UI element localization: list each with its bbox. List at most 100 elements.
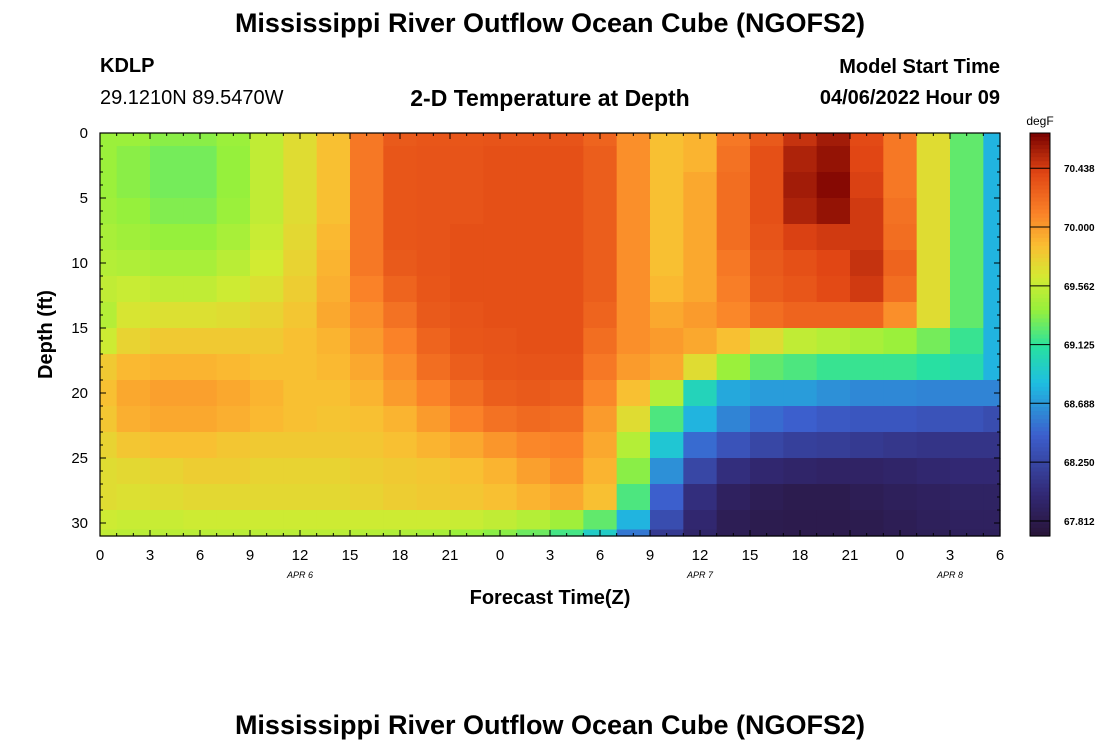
- heatmap-cell: [100, 328, 118, 355]
- heatmap-cell: [816, 133, 851, 147]
- heatmap-cell: [616, 302, 651, 329]
- heatmap-cell: [183, 250, 218, 277]
- colorbar-segment: [1030, 338, 1050, 344]
- heatmap-cell: [550, 146, 584, 173]
- heatmap-cell: [150, 250, 184, 277]
- heatmap-cell: [316, 510, 351, 531]
- heatmap-cell: [116, 133, 151, 147]
- colorbar-segment: [1030, 419, 1050, 424]
- colorbar-unit-label: degF: [1026, 114, 1053, 128]
- heatmap-cell: [783, 250, 818, 277]
- heatmap-cell: [250, 172, 284, 199]
- heatmap-cell: [316, 276, 351, 303]
- heatmap-cell: [750, 146, 784, 173]
- colorbar-segment: [1030, 370, 1050, 376]
- heatmap-cell: [650, 276, 684, 303]
- heatmap-cell: [950, 276, 984, 303]
- heatmap-cell: [750, 133, 784, 147]
- heatmap-cell: [783, 406, 818, 433]
- heatmap-cell: [916, 224, 951, 251]
- heatmap-cell: [550, 133, 584, 147]
- heatmap-cell: [650, 250, 684, 277]
- heatmap-cell: [550, 302, 584, 329]
- x-axis-label: Forecast Time(Z): [470, 587, 631, 609]
- heatmap-cell: [416, 406, 451, 433]
- colorbar-tick-label: 67.812: [1064, 517, 1095, 528]
- heatmap-cell: [183, 510, 218, 531]
- colorbar-segment: [1030, 306, 1050, 311]
- heatmap-cell: [783, 172, 818, 199]
- model-start-value: 04/06/2022 Hour 09: [819, 87, 1000, 109]
- heatmap-cell: [750, 302, 784, 329]
- heatmap-cell: [283, 458, 318, 485]
- heatmap-cell: [450, 432, 484, 459]
- heatmap-cell: [883, 354, 918, 381]
- heatmap-cell: [116, 172, 151, 199]
- colorbar-segment: [1030, 290, 1050, 295]
- x-tick-label: 0: [96, 547, 104, 564]
- heatmap-cell: [816, 432, 851, 459]
- heatmap-cell: [550, 510, 584, 531]
- heatmap-cell: [216, 276, 251, 303]
- heatmap-cell: [450, 380, 484, 407]
- heatmap-cell: [116, 250, 151, 277]
- heatmap-cell: [983, 484, 1001, 511]
- heatmap-cell: [383, 328, 418, 355]
- heatmap-cell: [650, 354, 684, 381]
- heatmap-cell: [583, 146, 618, 173]
- colorbar-segment: [1030, 193, 1050, 199]
- colorbar-segment: [1030, 366, 1050, 372]
- colorbar-segment: [1030, 443, 1050, 448]
- heatmap-cell: [550, 458, 584, 485]
- heatmap-cell: [683, 172, 718, 199]
- page-title: Mississippi River Outflow Ocean Cube (NG…: [234, 8, 866, 38]
- colorbar-segment: [1030, 531, 1050, 537]
- heatmap-cell: [216, 510, 251, 531]
- heatmap-cell: [883, 406, 918, 433]
- heatmap-cell: [283, 328, 318, 355]
- heatmap-cell: [750, 250, 784, 277]
- heatmap-cell: [183, 172, 218, 199]
- heatmap-cell: [150, 133, 184, 147]
- heatmap-cell: [350, 484, 384, 511]
- heatmap-cell: [416, 172, 451, 199]
- x-tick-label: 6: [996, 547, 1004, 564]
- heatmap-cell: [650, 432, 684, 459]
- heatmap-cell: [650, 198, 684, 225]
- heatmap-cell: [316, 406, 351, 433]
- heatmap-cell: [950, 172, 984, 199]
- heatmap-cell: [950, 250, 984, 277]
- heatmap-cell: [183, 328, 218, 355]
- heatmap-cell: [950, 328, 984, 355]
- y-tick-label: 0: [80, 125, 88, 142]
- heatmap-cell: [883, 328, 918, 355]
- heatmap-cell: [650, 484, 684, 511]
- heatmap-cell: [450, 302, 484, 329]
- heatmap-cell: [783, 224, 818, 251]
- heatmap-cell: [383, 432, 418, 459]
- heatmap-cell: [750, 354, 784, 381]
- colorbar-segment: [1030, 165, 1050, 170]
- heatmap-cell: [350, 146, 384, 173]
- colorbar-segment: [1030, 213, 1050, 219]
- heatmap-cell: [383, 146, 418, 173]
- heatmap-cell: [683, 484, 718, 511]
- heatmap-cell: [383, 198, 418, 225]
- heatmap-cell: [383, 172, 418, 199]
- colorbar-segment: [1030, 527, 1050, 533]
- heatmap-cell: [883, 458, 918, 485]
- colorbar-segment: [1030, 310, 1050, 315]
- heatmap-cell: [583, 406, 618, 433]
- colorbar-segment: [1030, 403, 1050, 408]
- heatmap-cell: [516, 328, 551, 355]
- heatmap-cell: [250, 146, 284, 173]
- heatmap-cell: [950, 133, 984, 147]
- heatmap-cell: [616, 406, 651, 433]
- heatmap-cell: [983, 133, 1001, 147]
- heatmap-cell: [483, 198, 518, 225]
- x-tick-label: 9: [246, 547, 254, 564]
- heatmap-cell: [816, 328, 851, 355]
- station-coords: 29.1210N 89.5470W: [100, 87, 284, 109]
- heatmap-cell: [850, 354, 884, 381]
- colorbar-segment: [1030, 189, 1050, 195]
